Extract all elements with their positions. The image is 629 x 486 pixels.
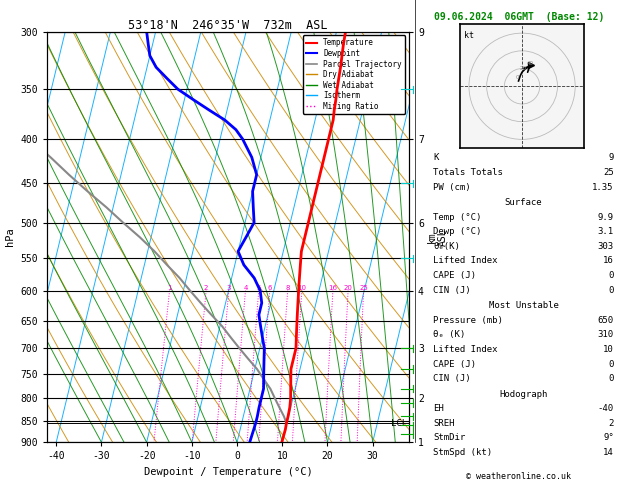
Text: Lifted Index: Lifted Index — [433, 257, 498, 265]
Text: -40: -40 — [598, 404, 614, 413]
Text: K: K — [433, 154, 439, 162]
Text: 650: 650 — [598, 316, 614, 325]
Text: 20: 20 — [520, 66, 526, 71]
Text: CAPE (J): CAPE (J) — [433, 360, 477, 368]
Text: 0: 0 — [516, 75, 520, 80]
Text: 0: 0 — [608, 286, 614, 295]
Text: 4: 4 — [243, 285, 248, 291]
Text: 25: 25 — [603, 168, 614, 177]
Text: 0: 0 — [608, 360, 614, 368]
Y-axis label: hPa: hPa — [5, 227, 15, 246]
Text: 10: 10 — [603, 345, 614, 354]
Text: Most Unstable: Most Unstable — [489, 301, 559, 310]
Text: 3: 3 — [226, 285, 231, 291]
Text: SREH: SREH — [433, 419, 455, 428]
Y-axis label: km
ASL: km ASL — [426, 228, 448, 246]
Text: CAPE (J): CAPE (J) — [433, 271, 477, 280]
Text: Hodograph: Hodograph — [499, 390, 548, 399]
Text: 09.06.2024  06GMT  (Base: 12): 09.06.2024 06GMT (Base: 12) — [434, 12, 604, 22]
Title: 53°18'N  246°35'W  732m  ASL: 53°18'N 246°35'W 732m ASL — [128, 18, 328, 32]
Text: 9.9: 9.9 — [598, 213, 614, 222]
Text: 40: 40 — [526, 61, 533, 66]
Text: Totals Totals: Totals Totals — [433, 168, 503, 177]
Text: StmDir: StmDir — [433, 434, 465, 442]
Text: 303: 303 — [598, 242, 614, 251]
Text: 9°: 9° — [603, 434, 614, 442]
Text: θₑ(K): θₑ(K) — [433, 242, 460, 251]
Text: 3.1: 3.1 — [598, 227, 614, 236]
Text: 2: 2 — [204, 285, 208, 291]
X-axis label: Dewpoint / Temperature (°C): Dewpoint / Temperature (°C) — [143, 467, 313, 477]
Text: EH: EH — [433, 404, 444, 413]
Text: 1: 1 — [167, 285, 172, 291]
Text: θₑ (K): θₑ (K) — [433, 330, 465, 339]
Text: StmSpd (kt): StmSpd (kt) — [433, 448, 493, 457]
Text: 14: 14 — [603, 448, 614, 457]
Text: 16: 16 — [603, 257, 614, 265]
Text: 9: 9 — [608, 154, 614, 162]
Text: kt: kt — [464, 32, 474, 40]
Text: Dewp (°C): Dewp (°C) — [433, 227, 482, 236]
Text: 25: 25 — [359, 285, 368, 291]
Text: © weatheronline.co.uk: © weatheronline.co.uk — [467, 472, 571, 481]
Text: 0: 0 — [608, 374, 614, 383]
Text: Surface: Surface — [505, 198, 542, 207]
Legend: Temperature, Dewpoint, Parcel Trajectory, Dry Adiabat, Wet Adiabat, Isotherm, Mi: Temperature, Dewpoint, Parcel Trajectory… — [303, 35, 405, 114]
Text: PW (cm): PW (cm) — [433, 183, 471, 191]
Text: LCL: LCL — [391, 418, 408, 428]
Text: 5: 5 — [257, 285, 261, 291]
Text: 20: 20 — [343, 285, 352, 291]
Text: CIN (J): CIN (J) — [433, 286, 471, 295]
Text: CIN (J): CIN (J) — [433, 374, 471, 383]
Text: 1.35: 1.35 — [593, 183, 614, 191]
Text: 16: 16 — [328, 285, 337, 291]
Text: 10: 10 — [298, 285, 306, 291]
Text: Lifted Index: Lifted Index — [433, 345, 498, 354]
Text: 2: 2 — [608, 419, 614, 428]
Text: 6: 6 — [267, 285, 272, 291]
Text: Pressure (mb): Pressure (mb) — [433, 316, 503, 325]
Text: Temp (°C): Temp (°C) — [433, 213, 482, 222]
Text: 310: 310 — [598, 330, 614, 339]
Text: 8: 8 — [286, 285, 290, 291]
Text: 0: 0 — [608, 271, 614, 280]
